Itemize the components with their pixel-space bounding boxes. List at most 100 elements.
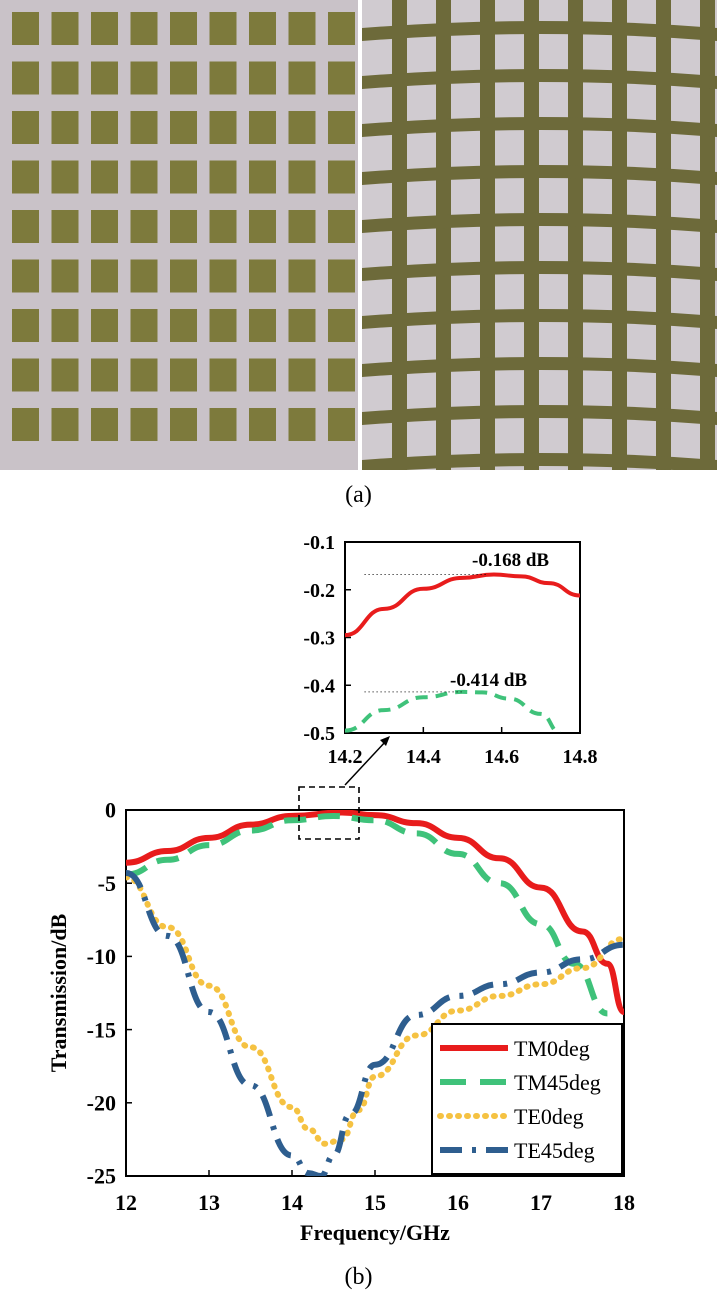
metal-patch (288, 259, 316, 293)
metal-patch (130, 12, 158, 45)
metal-patch (209, 358, 237, 392)
microscope-photo-panel (0, 0, 717, 470)
metal-patch (12, 61, 39, 95)
metal-patch (91, 408, 118, 441)
metal-patch (328, 309, 355, 342)
metal-patch (249, 12, 276, 45)
metal-patch (170, 210, 197, 243)
metal-patch (51, 12, 79, 45)
metal-patch (170, 160, 197, 194)
metal-patch (288, 309, 316, 342)
grid-horizontal-strip (362, 213, 717, 233)
legend-label-TM0deg: TM0deg (514, 1036, 590, 1061)
metal-patch (91, 358, 118, 392)
grid-horizontal-strip (362, 165, 717, 185)
x-tick-label: 15 (364, 1190, 386, 1215)
photo-right-grid (362, 0, 717, 470)
metal-patch (328, 259, 355, 293)
grid-vertical-strip (480, 0, 495, 470)
metal-patch (328, 210, 355, 243)
y-tick-label: -0.2 (303, 580, 335, 602)
grid-horizontal-strip (362, 405, 717, 425)
metal-patch (249, 111, 276, 144)
metal-patch (91, 210, 118, 243)
metal-patch (209, 111, 237, 144)
metal-patch (249, 259, 276, 293)
metal-patch (249, 408, 276, 441)
y-axis-label: Transmission/dB (46, 913, 71, 1072)
zoom-arrow (344, 740, 387, 786)
metal-patch (12, 12, 39, 45)
metal-patch (51, 111, 79, 144)
grid-vertical-strip (392, 0, 407, 470)
x-axis-label: Frequency/GHz (300, 1220, 450, 1245)
metal-patch (91, 111, 118, 144)
metal-patch (130, 210, 158, 243)
y-tick-label: -5 (98, 871, 116, 896)
series-line-TM45deg (345, 689, 561, 733)
metal-patch (249, 160, 276, 194)
metal-patch (288, 12, 316, 45)
grid-vertical-strip (436, 0, 451, 470)
y-tick-label: -15 (87, 1017, 116, 1042)
metal-patch (130, 111, 158, 144)
metal-patch (51, 408, 79, 441)
x-tick-label: 14.8 (563, 746, 598, 768)
metal-patch (170, 259, 197, 293)
caption-b: (b) (344, 1264, 373, 1290)
x-tick-label: 14.4 (406, 746, 441, 768)
metal-patch (288, 210, 316, 243)
metal-patch (288, 111, 316, 144)
series-line-TM0deg (345, 572, 580, 638)
caption-a: (a) (345, 482, 372, 508)
legend-label-TM45deg: TM45deg (514, 1070, 601, 1095)
metal-patch (130, 358, 158, 392)
peak-annotation-1: -0.168 dB (472, 550, 549, 571)
metal-patch (170, 309, 197, 342)
legend-label-TE0deg: TE0deg (514, 1104, 584, 1129)
grid-horizontal-strip (362, 453, 717, 470)
y-tick-label: 0 (105, 798, 116, 823)
metal-patch (51, 309, 79, 342)
y-tick-label: -0.1 (303, 532, 335, 554)
metal-patch (12, 210, 39, 243)
grid-vertical-strip (700, 0, 715, 470)
metal-patch (170, 358, 197, 392)
metal-patch (51, 160, 79, 194)
metal-patch (170, 408, 197, 441)
metal-patch (249, 210, 276, 243)
grid-vertical-strip (612, 0, 627, 470)
metal-patch (12, 259, 39, 293)
metal-patch (51, 358, 79, 392)
photo-divider (358, 0, 362, 470)
metal-patch (170, 61, 197, 95)
y-tick-label: -10 (87, 944, 116, 969)
x-tick-label: 12 (115, 1190, 137, 1215)
x-tick-label: 14.2 (328, 746, 363, 768)
series-line-TM45deg (126, 813, 609, 1017)
legend-label-TE45deg: TE45deg (514, 1138, 595, 1163)
zoom-region-box (298, 786, 360, 840)
metal-patch (51, 210, 79, 243)
metal-patch (209, 160, 237, 194)
main-chart: 12 13 14 15 16 17 18 0 -5 -10 -15 -20 -25 Frequency/G… (46, 798, 635, 1245)
transmission-chart: 12 13 14 15 16 17 18 0 -5 -10 -15 -20 -25 Frequency/G… (46, 532, 635, 1245)
metal-patch (209, 259, 237, 293)
y-tick-label: -0.4 (303, 675, 335, 697)
metal-patch (51, 61, 79, 95)
metal-patch (170, 12, 197, 45)
grid-horizontal-strip (362, 21, 717, 41)
grid-horizontal-strip (362, 261, 717, 281)
metal-patch (91, 259, 118, 293)
y-tick-label: -20 (87, 1091, 116, 1116)
metal-patch (51, 259, 79, 293)
peak-annotation-2: -0.414 dB (450, 670, 527, 691)
series-line-TE45deg (126, 869, 624, 1176)
metal-patch (288, 61, 316, 95)
grid-horizontal-strip (362, 69, 717, 89)
metal-patch (12, 358, 39, 392)
metal-patch (288, 408, 316, 441)
metal-patch (91, 309, 118, 342)
x-tick-label: 14.6 (484, 746, 519, 768)
metal-patch (328, 358, 355, 392)
